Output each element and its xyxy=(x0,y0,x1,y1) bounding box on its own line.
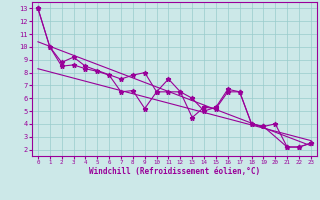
X-axis label: Windchill (Refroidissement éolien,°C): Windchill (Refroidissement éolien,°C) xyxy=(89,167,260,176)
